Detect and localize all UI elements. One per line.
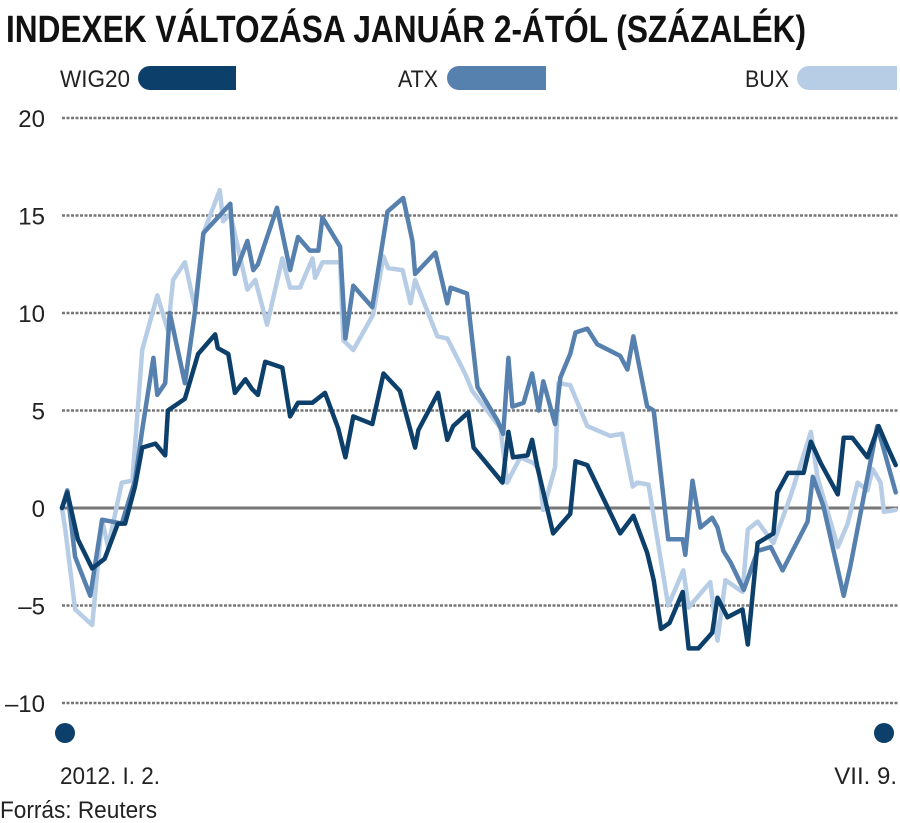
- y-tick-label: –10: [5, 691, 45, 718]
- y-tick-label: 10: [18, 301, 45, 328]
- legend-label-bux: BUX: [745, 66, 789, 93]
- legend-label-atx: ATX: [398, 66, 438, 93]
- y-tick-label: 15: [18, 204, 45, 231]
- series-line-atx: [59, 195, 898, 599]
- legend: WIG20 ATX BUX: [60, 66, 897, 93]
- legend-swatch-bux: [797, 66, 897, 90]
- series-line-bux: [59, 187, 898, 643]
- series-line-wig20: [59, 332, 898, 651]
- gridlines: [62, 116, 898, 705]
- source-note: Forrás: Reuters: [0, 797, 157, 823]
- legend-swatch-atx: [447, 66, 546, 90]
- y-tick-label: 0: [32, 496, 45, 523]
- chart-title: INDEXEK VÁLTOZÁSA JANUÁR 2-ÁTÓL (SZÁZALÉ…: [6, 7, 806, 51]
- x-end-label: VII. 9.: [834, 763, 897, 790]
- y-tick-label: 5: [32, 399, 45, 426]
- y-tick-label: 20: [18, 106, 45, 133]
- y-axis-tick-labels: 20 15 10 5 0 –5 –10: [5, 106, 45, 718]
- legend-label-wig20: WIG20: [60, 66, 130, 93]
- y-tick-label: –5: [18, 594, 45, 621]
- series-lines: [59, 187, 898, 651]
- start-date-marker: [55, 723, 75, 743]
- legend-swatch-wig20: [138, 66, 236, 90]
- x-start-label: 2012. I. 2.: [60, 763, 160, 790]
- end-date-marker: [874, 723, 894, 743]
